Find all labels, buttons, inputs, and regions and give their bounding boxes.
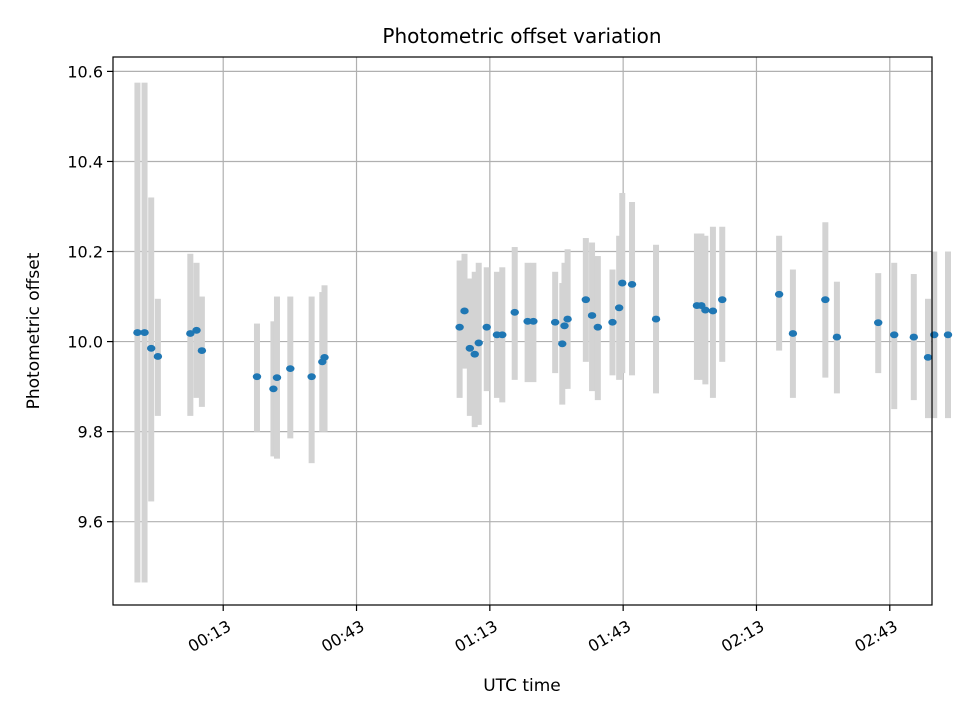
data-point [140, 329, 149, 336]
data-point [523, 317, 532, 325]
data-point [133, 329, 142, 336]
data-point [252, 373, 262, 381]
y-tick-label: 9.8 [78, 423, 103, 442]
y-tick-label: 9.6 [78, 513, 103, 532]
data-point [197, 347, 207, 354]
error-bar [719, 226, 726, 362]
y-axis-title: Photometric offset [24, 252, 44, 409]
data-point [874, 319, 883, 327]
data-point [593, 323, 603, 331]
data-point [455, 323, 464, 331]
plot-area [113, 57, 932, 605]
data-point [701, 306, 710, 314]
data-point [774, 290, 784, 298]
x-axis-ticks: 00:13 00:43 01:13 01:43 02:13 02:43 [185, 605, 901, 656]
data-point [821, 296, 830, 304]
data-point [930, 331, 939, 339]
y-tick-label: 10.6 [67, 62, 103, 81]
data-point [587, 312, 597, 319]
data-point [788, 330, 798, 337]
data-point [470, 350, 479, 358]
error-bar [629, 201, 636, 376]
y-axis-ticks: 9.6 9.8 10.0 10.2 10.4 10.6 [67, 62, 113, 532]
data-point [465, 344, 475, 352]
data-point [510, 308, 519, 316]
x-axis-title: UTC time [483, 676, 561, 696]
y-tick-label: 10.0 [67, 333, 103, 352]
data-point [923, 353, 933, 361]
data-point [320, 353, 329, 361]
data-point [718, 296, 727, 304]
data-point [272, 374, 282, 382]
data-point [614, 304, 624, 312]
data-point [269, 385, 278, 393]
data-point [890, 331, 899, 339]
data-point [708, 307, 718, 315]
y-tick-label: 10.2 [67, 243, 103, 262]
x-tick-label: 01:43 [585, 616, 634, 656]
data-point [832, 333, 842, 341]
data-point [909, 333, 918, 341]
x-tick-label: 02:13 [718, 616, 767, 656]
data-point [498, 331, 507, 339]
x-tick-label: 00:13 [185, 616, 234, 656]
x-tick-label: 02:43 [851, 616, 900, 656]
data-point [943, 331, 953, 339]
data-point [627, 280, 637, 288]
data-point [153, 353, 163, 360]
x-tick-label: 01:13 [451, 616, 500, 656]
plot-frame [112, 56, 933, 606]
data-points [133, 279, 953, 393]
chart-title: Photometric offset variation [382, 24, 661, 48]
error-bar [471, 271, 478, 428]
data-point [460, 307, 469, 315]
data-point [186, 330, 195, 337]
data-point [608, 318, 617, 326]
data-point [307, 373, 316, 381]
data-point [581, 296, 591, 304]
data-point [558, 340, 567, 348]
data-point [618, 279, 627, 287]
data-point [482, 323, 491, 331]
data-point [474, 339, 483, 347]
data-point [147, 344, 156, 352]
data-point [529, 317, 538, 325]
data-point [563, 315, 572, 323]
y-tick-label: 10.4 [67, 152, 103, 171]
data-point [560, 322, 569, 330]
data-point [286, 365, 295, 372]
x-tick-label: 00:43 [318, 616, 367, 656]
data-point [550, 318, 560, 326]
grid-lines [113, 57, 932, 605]
data-point [192, 326, 201, 334]
data-point [651, 315, 661, 323]
